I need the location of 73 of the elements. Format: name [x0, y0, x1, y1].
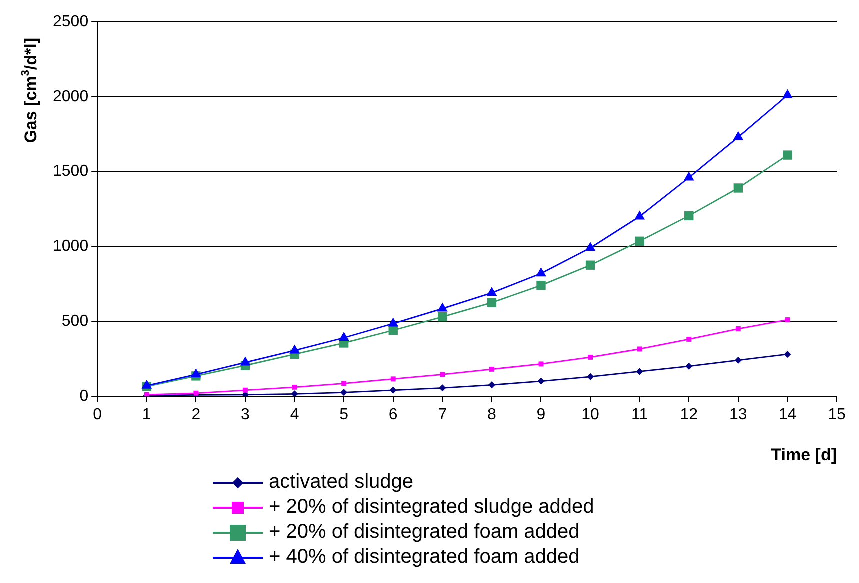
point — [684, 172, 694, 181]
legend-label: + 20% of disintegrated sludge added — [269, 495, 594, 520]
point — [785, 318, 790, 322]
point — [536, 268, 546, 277]
point — [342, 381, 347, 386]
y-tick-label: 1500 — [53, 163, 89, 180]
point — [488, 382, 496, 389]
x-tick-label: 0 — [93, 406, 102, 424]
y-tick-label: 2500 — [53, 13, 89, 30]
point — [588, 354, 594, 360]
point — [440, 372, 446, 378]
y-tick-label: 1000 — [53, 238, 89, 256]
point — [538, 362, 544, 367]
legend-label: + 20% of disintegrated foam added — [269, 520, 580, 545]
y-tick-label: 2000 — [53, 88, 89, 106]
point — [438, 312, 448, 322]
point — [489, 366, 494, 372]
point — [733, 131, 744, 140]
point — [684, 211, 694, 221]
point — [340, 389, 348, 396]
point — [686, 337, 692, 342]
point — [240, 356, 251, 366]
point — [536, 280, 546, 290]
y-axis-title: Gas [cm3/d*l] — [20, 38, 41, 144]
x-tick-label: 2 — [192, 406, 201, 424]
x-tick-label: 13 — [730, 406, 748, 424]
point — [782, 89, 793, 98]
point — [142, 380, 152, 389]
point — [437, 302, 448, 312]
point — [538, 378, 545, 385]
point — [783, 150, 792, 160]
point — [734, 184, 744, 193]
y-tick-label: 500 — [62, 312, 89, 330]
x-tick-label: 7 — [438, 406, 448, 424]
x-tick-label: 15 — [828, 406, 846, 424]
x-tick-label: 11 — [632, 406, 648, 424]
point — [636, 368, 644, 376]
x-tick-label: 9 — [536, 406, 546, 424]
point — [784, 350, 792, 358]
point — [338, 332, 350, 341]
x-tick-label: 14 — [778, 406, 797, 424]
point — [736, 326, 741, 332]
point — [634, 210, 646, 220]
point — [486, 287, 498, 296]
x-tick-label: 5 — [340, 406, 349, 424]
x-tick-label: 8 — [487, 406, 496, 424]
point — [637, 346, 642, 352]
x-tick-label: 1 — [142, 406, 152, 424]
x-axis-title: Time [d] — [771, 445, 837, 464]
point — [587, 373, 594, 380]
point — [734, 356, 742, 364]
legend-label: activated sludge — [269, 470, 414, 495]
point — [635, 236, 644, 246]
x-tick-label: 12 — [680, 406, 698, 424]
point — [439, 384, 446, 392]
point — [390, 376, 396, 382]
point — [585, 242, 596, 252]
point — [388, 318, 399, 327]
point — [586, 260, 596, 270]
point — [290, 344, 300, 354]
legend-label: + 40% of disintegrated foam added — [269, 545, 580, 570]
point — [487, 298, 497, 308]
y-tick-label: 0 — [80, 388, 89, 405]
point — [390, 386, 397, 394]
x-tick-label: 6 — [388, 406, 398, 424]
point — [686, 362, 693, 370]
point — [243, 388, 248, 393]
point — [190, 368, 202, 378]
x-tick-label: 4 — [290, 406, 300, 424]
x-tick-label: 3 — [241, 406, 250, 424]
x-tick-label: 10 — [582, 406, 600, 424]
point — [292, 384, 298, 390]
point — [291, 390, 298, 396]
